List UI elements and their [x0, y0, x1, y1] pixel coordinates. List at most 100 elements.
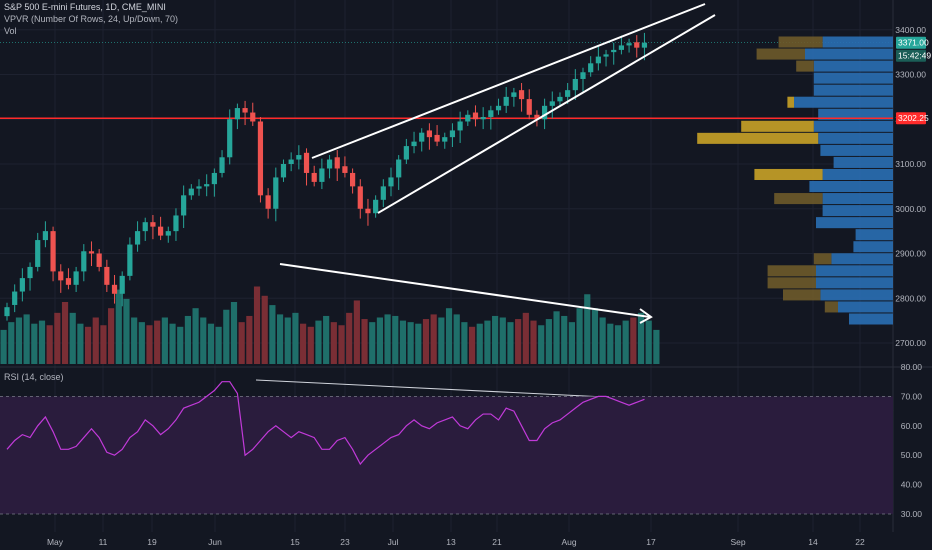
vp-up-bar [818, 132, 893, 144]
candle-body [65, 278, 72, 285]
rsi-tick-label: 80.00 [901, 362, 923, 372]
volume-bar [38, 320, 46, 364]
vp-up-bar [816, 265, 893, 277]
candle-body [227, 119, 233, 158]
candle-body [442, 137, 448, 142]
volume-bar [561, 315, 568, 364]
volume-bar [576, 308, 583, 364]
trend-drawings[interactable] [255, 3, 894, 412]
candle-body [242, 108, 248, 113]
rsi-tick-label: 50.00 [901, 450, 923, 460]
volume-bar [614, 325, 622, 364]
rsi-tick-label: 30.00 [901, 509, 923, 519]
time-tick-label: 11 [99, 537, 108, 547]
volume-bar [430, 314, 437, 364]
volume-bar [384, 314, 391, 364]
candle-body [211, 172, 217, 185]
candle-body [565, 90, 571, 97]
volume-bar [261, 295, 268, 364]
candle-body [173, 215, 179, 232]
volume-bar [361, 319, 368, 364]
volume-bar [591, 308, 599, 364]
time-tick-label: 14 [808, 537, 818, 547]
volume-bar [100, 325, 107, 364]
vp-up-bar [794, 96, 893, 108]
volume-bar [369, 322, 376, 364]
volume-bar [553, 311, 560, 364]
time-tick-label: 23 [340, 537, 350, 547]
volume-bar [507, 322, 514, 364]
candle-body [534, 114, 540, 120]
price-axis[interactable]: 2700.002800.002900.003000.003100.003200.… [895, 25, 926, 348]
vp-down-bar [767, 265, 816, 277]
candle-body [58, 271, 64, 281]
volume-bar [376, 317, 383, 364]
volume-bar [69, 312, 76, 364]
last-price-label: 3371.00 [898, 38, 929, 48]
volume-bar [115, 289, 122, 364]
price-tick-label: 3300.00 [895, 70, 926, 80]
candle-body [403, 146, 409, 160]
time-axis[interactable]: May 11 19 Jun 15 23 Jul 13 21 Aug 17 Sep 14 22 [47, 537, 865, 547]
countdown-tag [896, 49, 926, 62]
candle-body [419, 132, 425, 142]
rsi-tick-label: 40.00 [901, 480, 923, 490]
vp-up-bar [838, 301, 893, 313]
volume-bar [468, 326, 476, 364]
volume-bar [215, 326, 222, 364]
volume-bar [223, 309, 230, 364]
volume-bar [61, 302, 69, 364]
vpvr-legend[interactable]: VPVR (Number Of Rows, 24, Up/Down, 70) [4, 14, 179, 24]
volume-bar [269, 305, 276, 364]
rsi-legend[interactable]: RSI (14, close) [4, 372, 64, 382]
candle-body [280, 164, 287, 178]
candle-body [611, 49, 617, 53]
volume-bar [637, 312, 645, 364]
candle-body [495, 105, 502, 111]
price-tick-label: 2800.00 [895, 293, 926, 303]
vp-up-bar [820, 289, 893, 301]
candle-body [111, 284, 118, 294]
candle-body [188, 188, 194, 196]
volume-bar [207, 323, 215, 364]
volume-bar [246, 315, 253, 364]
symbol-legend[interactable]: S&P 500 E-mini Futures, 1D, CME_MINI [4, 2, 166, 12]
price-tick-label: 2900.00 [895, 249, 926, 259]
price-tick-label: 3100.00 [895, 159, 926, 169]
rsi-axis[interactable]: 30.00 40.00 50.00 60.00 70.00 80.00 [901, 362, 923, 519]
volume-bar [92, 317, 99, 364]
volume-bar [330, 322, 337, 364]
candle-body [526, 99, 532, 115]
vp-down-bar [756, 48, 805, 60]
volume-bar [184, 315, 191, 364]
volume-bar [161, 317, 168, 364]
vp-up-bar [822, 168, 893, 180]
candle-body [181, 195, 187, 216]
candle-body [219, 157, 225, 173]
volume-bar [315, 320, 322, 364]
candle-body [388, 177, 394, 187]
candle-body [396, 159, 402, 178]
volume-bar [169, 323, 176, 364]
candle-body [434, 134, 440, 142]
vp-up-bar [855, 229, 893, 241]
candle-body [88, 251, 95, 254]
volume-bar [300, 323, 307, 364]
volume-bar [622, 320, 629, 364]
vp-down-bar [767, 277, 816, 289]
volume-bar [31, 323, 38, 364]
price-tick-label: 2700.00 [895, 338, 926, 348]
candle-body [618, 45, 624, 50]
candle-body [257, 121, 264, 196]
volume-bar [461, 322, 468, 364]
vp-down-bar [813, 253, 832, 265]
last-price-tag [896, 36, 926, 49]
time-tick-label: 21 [492, 537, 502, 547]
candle-body [588, 63, 594, 73]
candle-body [634, 42, 640, 48]
candle-body [19, 278, 25, 292]
candle-body [580, 72, 586, 79]
volume-legend[interactable]: Vol [4, 26, 17, 36]
candle-body [549, 101, 555, 106]
